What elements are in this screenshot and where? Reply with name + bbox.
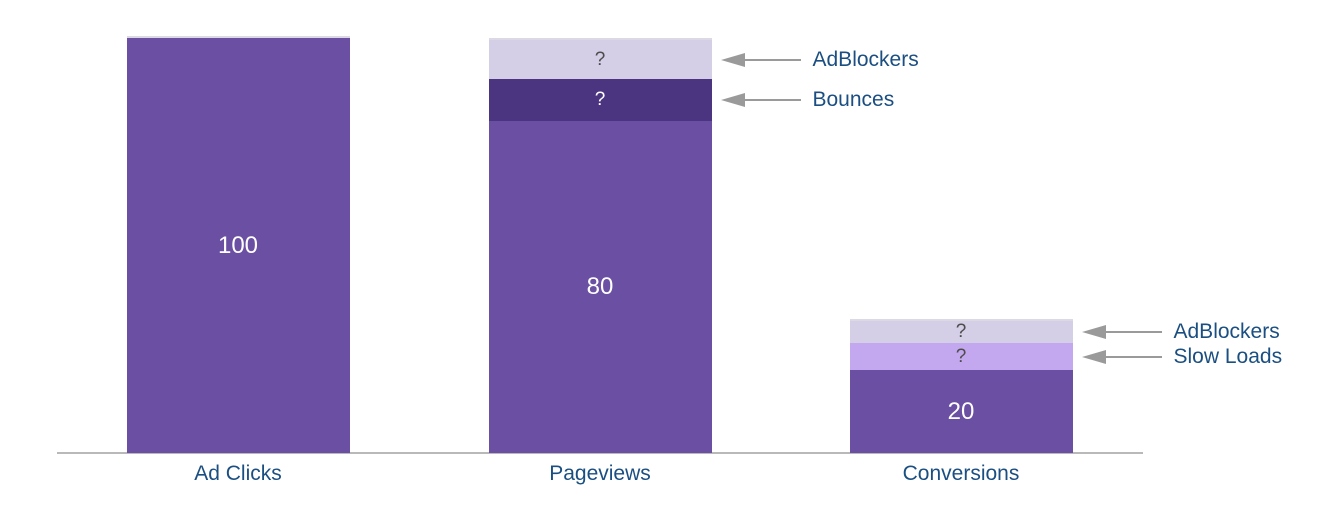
- category-label-ad-clicks: Ad Clicks: [194, 462, 282, 485]
- annotation-adblockers: AdBlockers: [1081, 320, 1280, 343]
- segment-unknown-label: ?: [594, 48, 606, 70]
- annotation-adblockers: AdBlockers: [720, 47, 919, 71]
- annotation-label: AdBlockers: [1173, 320, 1280, 343]
- segment-pageviews-pageviews: 80: [488, 121, 712, 453]
- segment-pageviews-adblockers: ?: [488, 40, 712, 79]
- arrow-left-icon: [1081, 349, 1162, 364]
- arrow-left-icon: [720, 93, 801, 107]
- segment-unknown-label: ?: [955, 321, 967, 342]
- annotation-slow-loads: Slow Loads: [1081, 344, 1283, 368]
- segment-conversions-conversions: 20: [849, 370, 1073, 453]
- category-label-conversions: Conversions: [902, 462, 1020, 485]
- baseline-axis: [57, 452, 1143, 454]
- arrow-left-icon: [720, 52, 801, 67]
- annotation-bounces: Bounces: [720, 88, 895, 111]
- segment-value-label: 80: [586, 273, 614, 300]
- segment-conversions-adblockers: ?: [849, 321, 1073, 343]
- annotation-label: Slow Loads: [1173, 344, 1283, 368]
- annotation-label: Bounces: [812, 88, 895, 111]
- segment-value-label: 20: [947, 397, 975, 425]
- segment-ad-clicks-ad-clicks: 100: [126, 38, 350, 453]
- category-label-pageviews: Pageviews: [549, 462, 651, 485]
- annotation-label: AdBlockers: [812, 47, 919, 71]
- segment-unknown-label: ?: [594, 89, 606, 110]
- segment-pageviews-bounces: ?: [488, 79, 712, 121]
- segment-unknown-label: ?: [955, 345, 967, 367]
- segment-value-label: 100: [217, 231, 259, 259]
- segment-conversions-slow-loads: ?: [849, 343, 1073, 370]
- arrow-left-icon: [1081, 325, 1162, 339]
